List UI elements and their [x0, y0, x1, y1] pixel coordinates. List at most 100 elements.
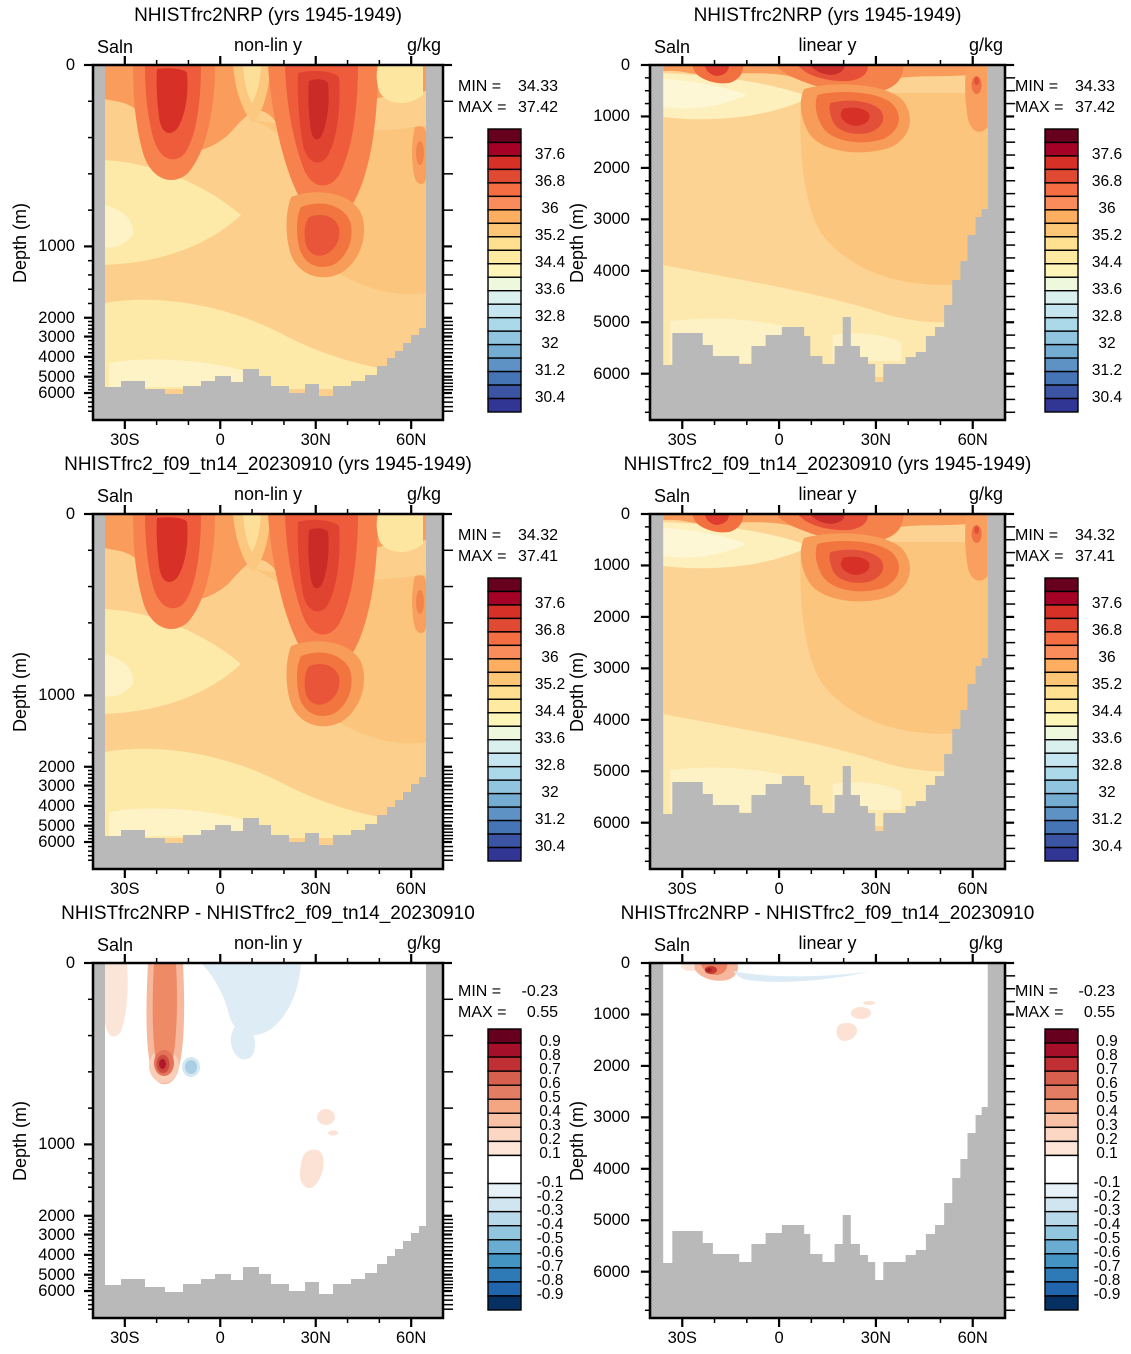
plot-border — [91, 512, 445, 871]
colorbar-cell — [1044, 222, 1079, 238]
min-value: -0.23 — [521, 983, 558, 1000]
colorbar-cell — [487, 209, 522, 225]
colorbar-tick-label: 36.8 — [534, 621, 566, 639]
colorbar-tick-label: 0.1 — [1096, 1145, 1118, 1163]
colorbar-cell — [1044, 1253, 1079, 1269]
colorbar-cell — [487, 236, 522, 251]
colorbar-cell — [1044, 316, 1079, 332]
contour-field-region — [974, 526, 980, 534]
stats-max: MAX = 37.41 — [458, 548, 558, 566]
colorbar-tick-label: 31.2 — [534, 810, 566, 828]
colorbar-cell — [487, 1098, 522, 1115]
panel-title: NHISTfrc2NRP - NHISTfrc2_f09_tn14_202309… — [61, 903, 475, 924]
colorbar-cell — [487, 1182, 522, 1199]
colorbar-cell — [1044, 1070, 1079, 1086]
stats-max: MAX = 0.55 — [1015, 1004, 1115, 1022]
y-tick-label: 2000 — [38, 757, 75, 776]
x-tick-label: 30N — [860, 431, 892, 449]
colorbar-cell — [487, 1210, 522, 1227]
panel-title: NHISTfrc2_f09_tn14_20230910 (yrs 1945-19… — [623, 454, 1032, 475]
colorbar-tick-label: 34.4 — [534, 253, 566, 271]
y-axis-title: Depth (m) — [10, 651, 30, 732]
colorbar-cell — [487, 631, 522, 647]
colorbar-cell — [487, 1140, 522, 1157]
x-tick-label: 30N — [860, 880, 892, 898]
colorbar-cell — [487, 846, 522, 862]
y-tick-label: 2000 — [593, 607, 630, 626]
colorbar-cell — [487, 752, 522, 768]
colorbar-cell — [1044, 330, 1079, 346]
contour-field-region — [971, 525, 982, 543]
colorbar-cell — [487, 1281, 522, 1297]
colorbar-cell — [1044, 617, 1079, 633]
colorbar-cell — [487, 617, 522, 633]
x-tick-label: 60N — [957, 431, 988, 449]
colorbar-tick-label: 31.2 — [534, 361, 566, 379]
y-tick-label: 3000 — [38, 327, 75, 346]
colorbar-tick-label: 35.2 — [534, 226, 566, 244]
max-value: 37.41 — [517, 548, 558, 565]
colorbar-tick-label: 33.6 — [1091, 280, 1123, 298]
panel-title: NHISTfrc2_f09_tn14_20230910 (yrs 1945-19… — [64, 454, 472, 475]
y-tick-label: 5000 — [593, 313, 630, 332]
colorbar-tick-label: 31.2 — [1091, 810, 1123, 828]
contour-field-region — [863, 1001, 876, 1005]
max-value: 0.55 — [1083, 1004, 1115, 1021]
stats-max: MAX = 37.41 — [1015, 548, 1115, 566]
colorbar-tick-label: -0.3 — [1093, 1201, 1121, 1219]
contour-field-region — [965, 514, 988, 581]
colorbar-cell — [487, 658, 522, 674]
variable-label: Saln — [654, 37, 691, 57]
colorbar-cell — [487, 604, 522, 620]
colorbar-cell — [1044, 1112, 1079, 1129]
contour-field-region — [810, 514, 845, 524]
min-value: -0.23 — [1078, 983, 1115, 1000]
min-label: MIN = — [1015, 983, 1059, 1000]
x-tick-label: 30S — [110, 431, 140, 449]
colorbar — [487, 128, 522, 413]
contour-field-region — [243, 65, 261, 103]
colorbar-cell — [487, 712, 522, 727]
colorbar-tick-label: 0.2 — [1096, 1131, 1118, 1149]
colorbar-cell — [1044, 276, 1079, 292]
y-tick-label: 0 — [65, 505, 75, 523]
x-tick-label: 0 — [215, 431, 225, 449]
colorbar-tick-label: 30.4 — [534, 837, 566, 855]
colorbar-cell — [1044, 1126, 1079, 1143]
colorbar-cell — [487, 384, 522, 400]
colorbar-cell — [1044, 590, 1079, 606]
colorbar-tick-label: -0.1 — [1093, 1173, 1121, 1191]
colorbar-cell — [487, 779, 522, 795]
colorbar-cell — [1044, 1196, 1079, 1213]
contour-field-region — [308, 79, 329, 140]
colorbar-cell — [487, 1196, 522, 1213]
x-tick-label: 0 — [774, 1329, 784, 1347]
units-label: g/kg — [406, 484, 441, 504]
colorbar-cell — [487, 168, 522, 184]
colorbar — [487, 577, 522, 862]
colorbar-cell — [487, 343, 522, 359]
colorbar-cell — [487, 792, 522, 808]
contour-field-region — [308, 528, 329, 589]
colorbar-cell — [487, 182, 522, 198]
max-label: MAX = — [458, 1004, 507, 1021]
max-label: MAX = — [1015, 548, 1064, 565]
contour-field-region — [965, 65, 988, 132]
plot-border — [648, 63, 1007, 422]
x-tick-label: 30S — [667, 431, 697, 449]
y-tick-label: 3000 — [38, 776, 75, 795]
colorbar-cell — [1044, 357, 1079, 373]
colorbar-cell — [487, 1112, 522, 1129]
contour-field-region — [201, 963, 301, 1036]
contour-field-region — [156, 68, 188, 133]
scale-label: linear y — [798, 35, 857, 55]
contour-plot — [640, 505, 1016, 878]
colorbar-cell — [1044, 819, 1079, 835]
x-tick-label: 0 — [774, 431, 784, 449]
colorbar-cell — [1044, 1042, 1079, 1058]
contour-field-region — [840, 107, 870, 126]
contour-field-region — [159, 1059, 166, 1069]
colorbar-cell — [487, 316, 522, 332]
y-tick-label: 3000 — [593, 659, 630, 678]
